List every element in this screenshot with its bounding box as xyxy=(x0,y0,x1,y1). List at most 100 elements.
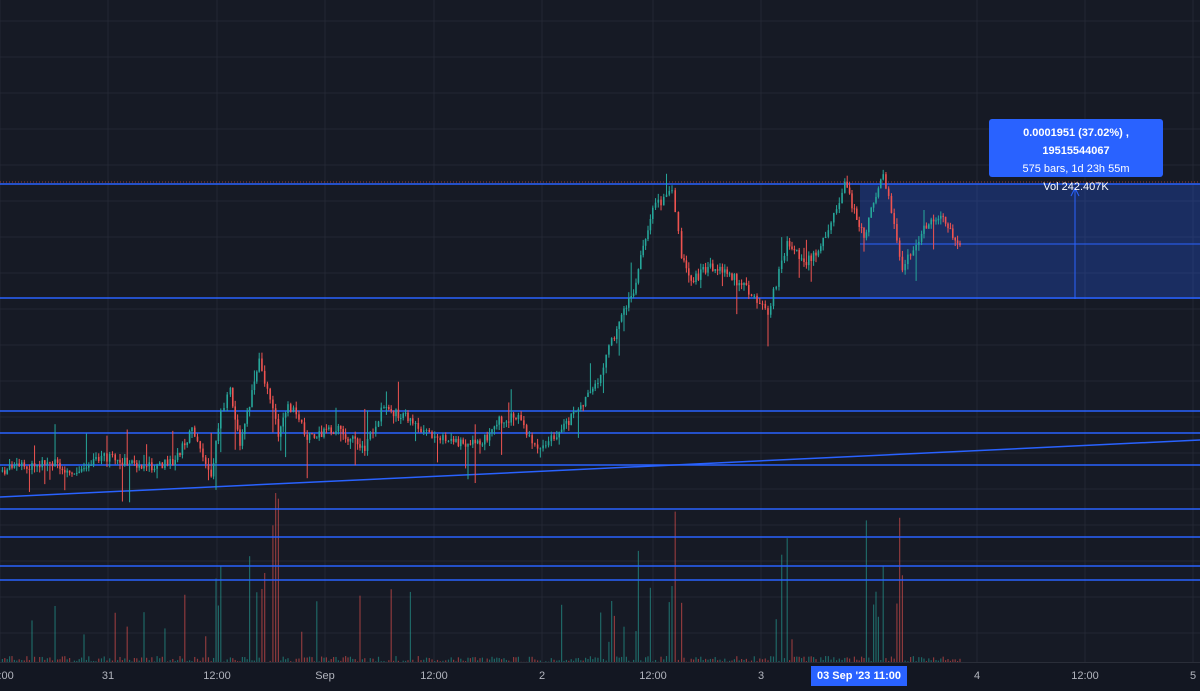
candle-body xyxy=(112,454,114,455)
candle-body xyxy=(162,463,164,469)
candle-body xyxy=(254,382,256,390)
candle-body xyxy=(179,453,181,455)
candle-body xyxy=(402,413,404,418)
candle-body xyxy=(141,466,143,469)
candle-body xyxy=(124,458,126,465)
candle-body xyxy=(122,463,124,465)
candle-body xyxy=(815,253,817,256)
candle-body xyxy=(841,193,843,203)
volume-bar xyxy=(623,627,624,662)
candle-body xyxy=(269,389,271,400)
candle-body xyxy=(412,418,414,423)
candle-body xyxy=(199,441,201,448)
candle-body xyxy=(705,267,707,273)
candle-body xyxy=(663,197,665,205)
candle-body xyxy=(375,427,377,433)
volume-bar xyxy=(301,632,302,662)
candle-body xyxy=(778,269,780,287)
volume-bar xyxy=(608,642,609,662)
candle-body xyxy=(820,246,822,251)
candle-body xyxy=(938,219,940,221)
volume-bar xyxy=(638,551,639,662)
candle-body xyxy=(570,414,572,425)
candle-body xyxy=(496,425,498,427)
candle-body xyxy=(729,273,731,274)
candle-body xyxy=(138,466,140,468)
volume-bar xyxy=(781,555,782,662)
candle-body xyxy=(882,174,884,179)
volume-bar xyxy=(650,588,651,662)
candle-body xyxy=(465,444,467,447)
candle-body xyxy=(801,258,803,259)
candle-body xyxy=(503,422,505,423)
candle-body xyxy=(372,432,374,433)
candle-body xyxy=(542,445,544,448)
candle-body xyxy=(280,426,282,436)
trend-line[interactable] xyxy=(0,440,1200,497)
candle-body xyxy=(298,414,300,419)
volume-bar xyxy=(878,617,879,662)
time-axis-tick-label: 12:00 xyxy=(420,670,448,682)
volume-bar xyxy=(611,601,612,662)
volume-bar xyxy=(671,586,672,662)
measure-range-box[interactable] xyxy=(860,184,1200,299)
price-chart-canvas[interactable] xyxy=(0,0,1200,662)
candle-body xyxy=(41,460,43,467)
candle-body xyxy=(498,417,500,425)
candle-body xyxy=(301,420,303,423)
candle-body xyxy=(813,253,815,261)
candle-body xyxy=(954,238,956,241)
candle-body xyxy=(628,298,630,308)
candle-body xyxy=(603,368,605,375)
candle-body xyxy=(405,413,407,414)
volume-bar xyxy=(791,639,792,662)
candle-body xyxy=(678,212,680,231)
candle-body xyxy=(134,460,136,462)
volume-bar xyxy=(902,575,903,662)
candle-body xyxy=(69,471,71,473)
candle-body xyxy=(726,269,728,274)
candle-body xyxy=(839,203,841,209)
candle-body xyxy=(114,455,116,461)
candle-body xyxy=(743,283,745,285)
candle-body xyxy=(959,243,961,245)
candle-body xyxy=(131,460,133,463)
candle-body xyxy=(868,218,870,233)
candle-body xyxy=(566,421,568,424)
candle-body xyxy=(167,460,169,465)
candle-body xyxy=(683,258,685,260)
candle-body xyxy=(74,474,76,475)
candle-body xyxy=(529,435,531,436)
candle-body xyxy=(400,418,402,419)
candle-body xyxy=(753,296,755,297)
candle-body xyxy=(479,441,481,445)
candle-body xyxy=(24,462,26,466)
measure-box[interactable] xyxy=(860,184,1200,299)
candle-body xyxy=(223,408,225,411)
candle-body xyxy=(62,469,64,470)
candle-body xyxy=(367,439,369,451)
candle-body xyxy=(354,436,356,438)
candle-body xyxy=(518,415,520,419)
volume-bar xyxy=(264,573,265,662)
candle-body xyxy=(423,430,425,432)
candle-body xyxy=(633,293,635,295)
candle-body xyxy=(246,411,248,424)
candle-body xyxy=(759,303,761,304)
candle-body xyxy=(314,434,316,438)
candle-body xyxy=(261,359,263,371)
candle-body xyxy=(293,407,295,412)
volume-bar xyxy=(866,520,867,662)
candle-body xyxy=(189,431,191,443)
candle-body xyxy=(448,441,450,442)
candle-body xyxy=(83,468,85,469)
candle-body xyxy=(738,283,740,285)
time-axis[interactable] xyxy=(0,662,1200,691)
time-axis-tick-label: Sep xyxy=(315,670,335,682)
candle-body xyxy=(278,419,280,437)
candle-body xyxy=(210,470,212,477)
candle-body xyxy=(316,437,318,438)
volume-bar xyxy=(218,606,219,662)
candle-body xyxy=(935,220,937,221)
